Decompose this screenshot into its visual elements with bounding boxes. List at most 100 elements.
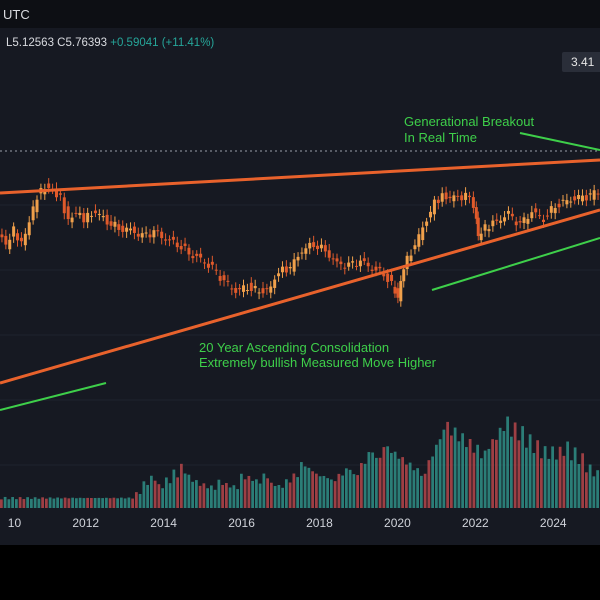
volume-bar (412, 470, 416, 508)
candle-up (417, 234, 421, 247)
volume-bar (570, 460, 573, 508)
volume-bar (431, 456, 434, 508)
volume-bar (168, 483, 172, 508)
candle-down (474, 207, 478, 219)
candle-up (277, 273, 281, 277)
x-tick-label: 2022 (462, 516, 489, 530)
volume-bar (273, 486, 277, 508)
candle-up (292, 259, 296, 272)
volume-bar (461, 433, 464, 508)
candle-down (66, 206, 70, 220)
volume-bar (558, 446, 562, 508)
volume-bar (63, 497, 67, 508)
volume-bar (435, 444, 438, 508)
ohlc-close: C5.76393 (57, 37, 108, 49)
breakout-annotation-line1: Generational Breakout (404, 114, 534, 129)
x-tick-label: 2014 (150, 516, 177, 530)
candle-up (530, 212, 534, 219)
volume-bar (161, 488, 164, 508)
volume-bar (157, 484, 161, 508)
volume-bar (480, 458, 483, 508)
candle-down (312, 242, 316, 248)
candle-down (514, 221, 518, 226)
volume-bar (202, 483, 206, 508)
candle-down (386, 273, 390, 282)
volume-bar (540, 458, 543, 508)
breakout-pointer (519, 132, 600, 151)
volume-bar (517, 440, 521, 508)
volume-bar (11, 497, 14, 508)
candle-up (499, 220, 503, 223)
volume-bar (405, 464, 408, 508)
candle-up (569, 201, 573, 203)
candle-down (179, 246, 183, 250)
volume-bar (468, 439, 472, 508)
volume-bar (318, 476, 322, 508)
volume-bar (292, 473, 296, 508)
candle-up (588, 193, 592, 195)
volume-bar (311, 471, 314, 508)
candle-up (300, 252, 304, 254)
volume-bar (367, 452, 371, 508)
candle-up (245, 290, 249, 292)
candle-up (425, 221, 429, 226)
volume-bar (498, 427, 502, 508)
volume-bar (60, 498, 63, 508)
candle-down (518, 221, 522, 223)
candle-down (596, 193, 600, 195)
candle-down (218, 276, 222, 281)
candle-up (452, 195, 456, 202)
candle-up (413, 245, 417, 250)
volume-bar (93, 497, 97, 508)
x-tick-label: 2016 (228, 516, 255, 530)
candle-down (195, 253, 199, 256)
candle-down (362, 258, 366, 262)
candle-down (510, 213, 514, 217)
candle-up (8, 239, 12, 250)
volume-bar (337, 473, 341, 508)
volume-bar (150, 475, 153, 508)
candle-up (503, 217, 507, 222)
candle-down (339, 261, 343, 265)
candle-down (396, 288, 400, 298)
candle-up (399, 281, 403, 302)
ohlc-legend: L5.12563 C5.76393 +0.59041 (+11.41%) (6, 37, 214, 49)
timezone-label[interactable]: UTC (3, 7, 30, 22)
volume-bar (243, 479, 247, 508)
candle-down (448, 196, 452, 199)
candle-down (261, 288, 265, 294)
candle-down (316, 245, 320, 250)
volume-bar (532, 453, 536, 508)
volume-bar (45, 498, 48, 508)
volume-bar (551, 446, 554, 508)
candle-down (164, 239, 168, 241)
volume-bar (352, 474, 356, 508)
candle-up (526, 218, 530, 224)
volume-bar (213, 489, 217, 508)
volume-bar (397, 458, 401, 508)
candle-down (354, 265, 358, 267)
consolidation-annotation-line1: 20 Year Ascending Consolidation (199, 340, 389, 355)
candle-down (230, 288, 234, 290)
candle-down (542, 219, 546, 222)
volume-bar (97, 497, 101, 508)
candle-up (440, 193, 444, 202)
candle-up (409, 255, 413, 262)
volume-bar (491, 439, 494, 508)
volume-bar (543, 446, 547, 508)
candle-down (132, 226, 136, 234)
volume-bar (322, 475, 326, 508)
volume-bar (472, 452, 476, 508)
volume-bar (386, 446, 389, 508)
candle-up (152, 230, 156, 238)
volume-bar (30, 498, 33, 508)
x-tick-label: 2012 (72, 516, 99, 530)
volume-bar (90, 497, 93, 508)
volume-bar (26, 497, 29, 508)
volume-bar (153, 480, 157, 508)
candle-down (538, 215, 542, 217)
volume-bar (105, 497, 108, 508)
volume-bar (270, 482, 273, 508)
